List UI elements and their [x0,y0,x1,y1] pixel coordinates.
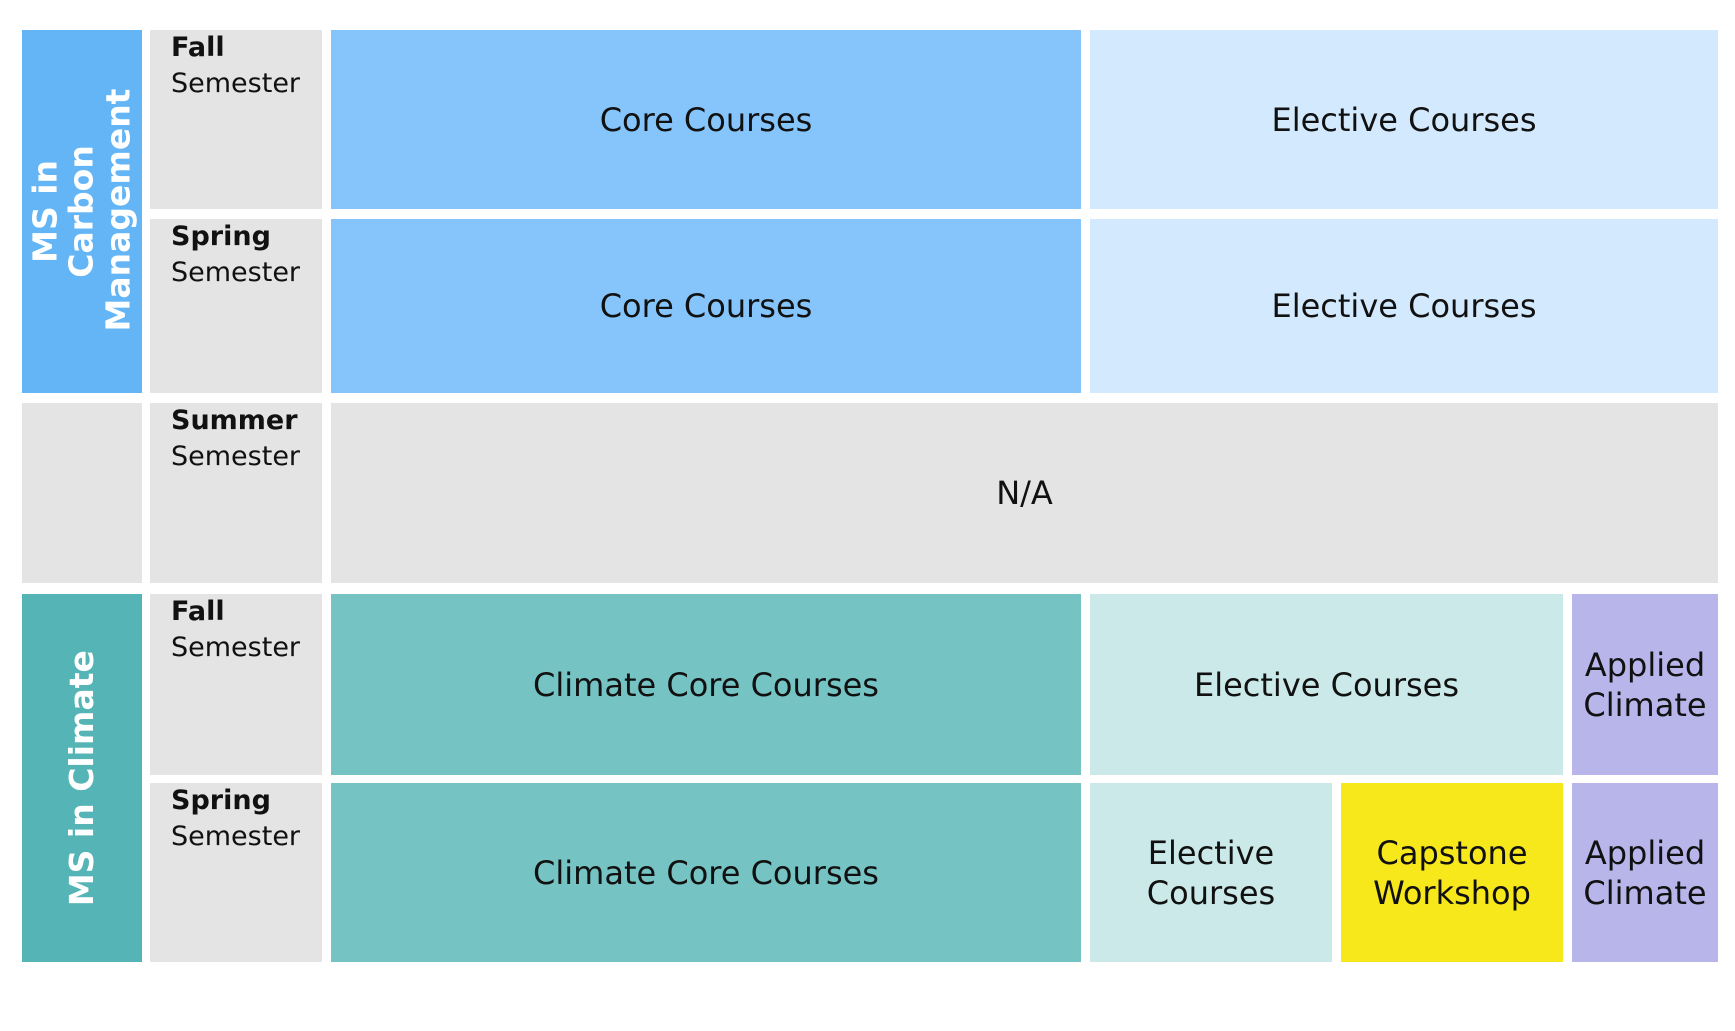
cell-core-courses: Core Courses [331,30,1081,209]
semester-name: Spring [171,221,271,252]
cell-applied-climate: Applied Climate [1572,783,1718,962]
program-carbon-management: MS in Carbon Management [22,30,142,393]
semester-label: Semester [171,632,301,664]
cell-climate-core-courses: Climate Core Courses [331,594,1081,775]
cell-climate-core-courses: Climate Core Courses [331,783,1081,962]
program-blank-summer [22,403,142,583]
semester-name: Spring [171,785,271,816]
semester-label: Semester [171,441,301,473]
semester-carbon-fall: Fall Semester [150,30,322,209]
cell-elective-courses: Elective Courses [1090,219,1718,393]
semester-carbon-spring: Spring Semester [150,219,322,393]
semester-name: Fall [171,32,225,63]
semester-name: Fall [171,596,225,627]
cell-core-courses: Core Courses [331,219,1081,393]
cell-elective-courses: Elective Courses [1090,783,1332,962]
semester-label: Semester [171,821,301,853]
semester-name: Summer [171,405,298,436]
semester-label: Semester [171,68,301,100]
semester-label: Semester [171,257,301,289]
cell-summer-na: N/A [331,403,1718,583]
semester-climate-fall: Fall Semester [150,594,322,775]
cell-elective-courses: Elective Courses [1090,594,1563,775]
program-climate: MS in Climate [22,594,142,962]
cell-elective-courses: Elective Courses [1090,30,1718,209]
semester-summer: Summer Semester [150,403,322,583]
semester-climate-spring: Spring Semester [150,783,322,962]
cell-capstone-workshop: Capstone Workshop [1341,783,1563,962]
cell-applied-climate: Applied Climate [1572,594,1718,775]
